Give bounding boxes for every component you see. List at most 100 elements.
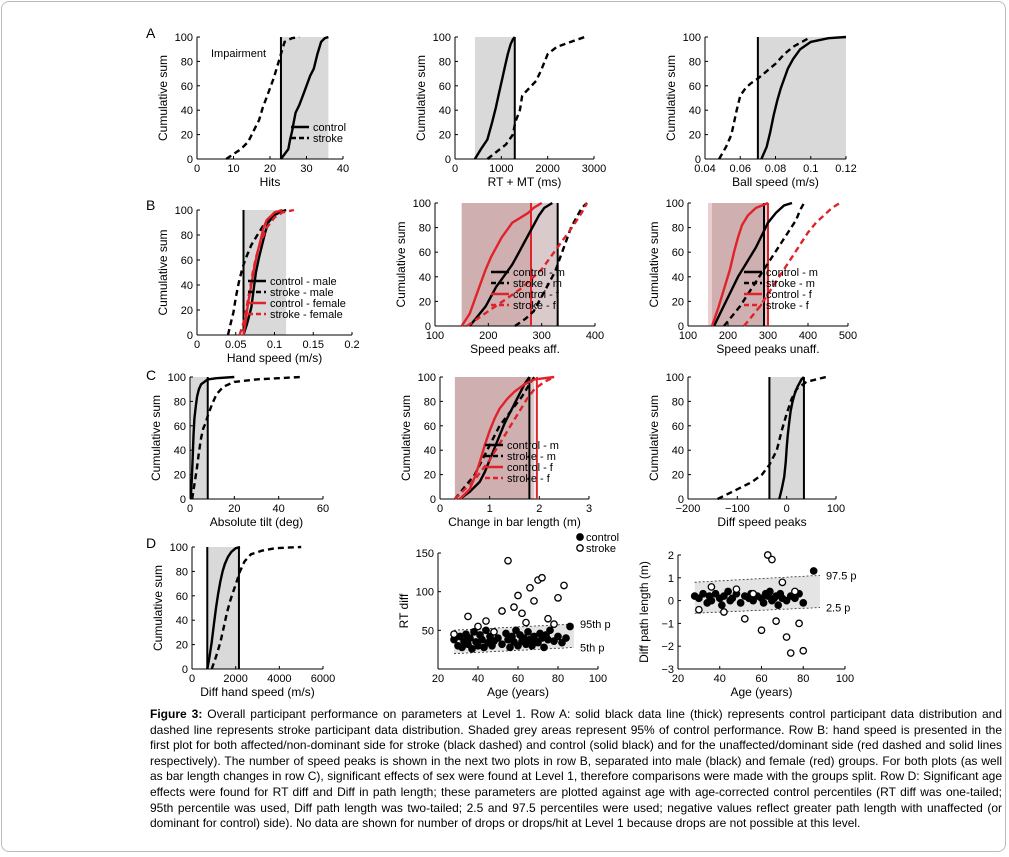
y-tick-label: 80 bbox=[439, 56, 451, 68]
x-tick-label: 20 bbox=[672, 673, 684, 685]
series-line-control bbox=[473, 36, 516, 160]
legend-label: stroke - female bbox=[270, 309, 343, 321]
x-axis-label: Ball speed (m/s) bbox=[732, 175, 819, 189]
shade-95 bbox=[207, 547, 239, 669]
legend-marker bbox=[576, 533, 584, 541]
shade-95 bbox=[461, 203, 558, 326]
x-tick-label: 80 bbox=[797, 673, 809, 685]
legend-label: control - male bbox=[270, 276, 337, 288]
scatter-point-control bbox=[695, 594, 703, 603]
scatter-point-control bbox=[494, 634, 502, 642]
scatter-point-control bbox=[720, 592, 728, 600]
scatter-point-stroke bbox=[732, 585, 741, 594]
y-tick-label: 60 bbox=[181, 255, 193, 267]
y-tick-label: 0 bbox=[187, 330, 193, 342]
scatter-point-control bbox=[724, 587, 732, 596]
scatter-point-control bbox=[468, 645, 476, 653]
x-tick-label: 30 bbox=[300, 163, 312, 175]
y-tick-label: 100 bbox=[418, 372, 436, 384]
scatter-point-control bbox=[482, 626, 490, 635]
y-tick-label: 150 bbox=[416, 548, 434, 560]
legend-label: stroke - m bbox=[766, 278, 815, 290]
y-tick-label: 0 bbox=[187, 154, 193, 166]
scatter-point-control bbox=[466, 634, 474, 642]
series-line-stroke-f bbox=[454, 375, 555, 500]
y-tick-label: 60 bbox=[181, 81, 193, 93]
x-tick-label: 60 bbox=[755, 673, 767, 685]
x-tick-label: 20 bbox=[432, 673, 444, 685]
scatter-point-control bbox=[534, 638, 542, 647]
y-tick-label: 50 bbox=[422, 625, 434, 637]
y-tick-label: 80 bbox=[419, 223, 431, 235]
series-line-control bbox=[279, 35, 329, 160]
x-tick-label: 20 bbox=[264, 163, 276, 175]
series-line-control bbox=[206, 545, 241, 670]
y-tick-label: 0 bbox=[445, 154, 451, 166]
y-tick-label: 40 bbox=[672, 272, 684, 284]
scatter-point-control bbox=[550, 637, 558, 646]
legend-label: stroke - m bbox=[507, 451, 556, 463]
y-axis-label: Cumulative sum bbox=[151, 565, 165, 651]
y-tick-label: 0 bbox=[425, 321, 431, 333]
scatter-point-control bbox=[759, 599, 768, 607]
x-tick-label: −100 bbox=[725, 503, 750, 515]
legend-label: control - f bbox=[507, 462, 554, 474]
x-tick-label: 400 bbox=[799, 330, 817, 342]
y-tick-label: 60 bbox=[176, 591, 188, 603]
y-axis-label: Cumulative sum bbox=[394, 221, 408, 307]
y-tick-label: 100 bbox=[433, 32, 451, 44]
x-tick-label: 1000 bbox=[489, 163, 513, 175]
scatter-point-stroke bbox=[782, 633, 791, 641]
y-tick-label: 100 bbox=[175, 32, 193, 44]
x-tick-label: 500 bbox=[839, 330, 857, 342]
y-tick-label: 0 bbox=[182, 664, 188, 676]
series-line-stroke-m bbox=[514, 202, 588, 327]
y-tick-label: 100 bbox=[683, 32, 701, 44]
series-line-control-m bbox=[712, 201, 793, 327]
scatter-point-control bbox=[478, 635, 486, 644]
series-line-stroke bbox=[210, 545, 302, 670]
x-axis-label: Absolute tilt (deg) bbox=[210, 515, 303, 529]
legend-label: control - m bbox=[766, 267, 818, 279]
scatter-point-stroke bbox=[530, 597, 538, 605]
legend-label: control - f bbox=[766, 289, 813, 301]
y-axis-label: Cumulative sum bbox=[647, 395, 661, 481]
scatter-point-stroke bbox=[464, 612, 472, 621]
scatter-point-control bbox=[458, 643, 466, 652]
y-tick-label: 60 bbox=[689, 81, 701, 93]
scatter-point-stroke bbox=[544, 614, 552, 623]
scatter-point-stroke bbox=[554, 594, 562, 602]
scatter-point-control bbox=[512, 626, 520, 635]
y-tick-label: 80 bbox=[176, 566, 188, 578]
y-tick-label: 40 bbox=[689, 105, 701, 117]
shade-95 bbox=[474, 37, 515, 159]
y-tick-label: 60 bbox=[424, 421, 436, 433]
legend-label: control - female bbox=[270, 298, 346, 310]
band-label: 95th p bbox=[580, 619, 611, 631]
y-tick-label: 60 bbox=[672, 421, 684, 433]
panel-c2: 0 1 2 3 0 20 40 60 80 100 Change in bar length (m)… bbox=[399, 372, 592, 529]
series-line-control bbox=[778, 376, 805, 500]
x-tick-label: 0.08 bbox=[765, 163, 786, 175]
y-tick-label: 40 bbox=[424, 445, 436, 457]
scatter-point-stroke bbox=[474, 622, 482, 631]
series-line-stroke bbox=[718, 35, 812, 160]
series-line-control-m bbox=[468, 201, 553, 327]
y-tick-label: 0 bbox=[430, 494, 436, 506]
series-line-stroke-f bbox=[743, 201, 841, 327]
scatter-point-stroke bbox=[490, 628, 498, 636]
x-axis-label: Diff speed peaks bbox=[717, 515, 806, 529]
x-tick-label: 0.05 bbox=[225, 339, 246, 351]
y-tick-label: 20 bbox=[181, 305, 193, 317]
panel-a3: 0.04 0.06 0.08 0.1 0.12 0 20 40 60 80 100 Ball spee… bbox=[664, 32, 857, 189]
y-tick-label: 40 bbox=[419, 272, 431, 284]
x-tick-label: 100 bbox=[589, 673, 607, 685]
scatter-point-control bbox=[506, 643, 514, 652]
y-tick-label: 20 bbox=[672, 296, 684, 308]
x-tick-label: 10 bbox=[227, 163, 239, 175]
scatter-point-control bbox=[782, 596, 791, 605]
scatter-point-stroke bbox=[720, 608, 728, 616]
impairment-annotation: Impairment bbox=[211, 48, 266, 60]
